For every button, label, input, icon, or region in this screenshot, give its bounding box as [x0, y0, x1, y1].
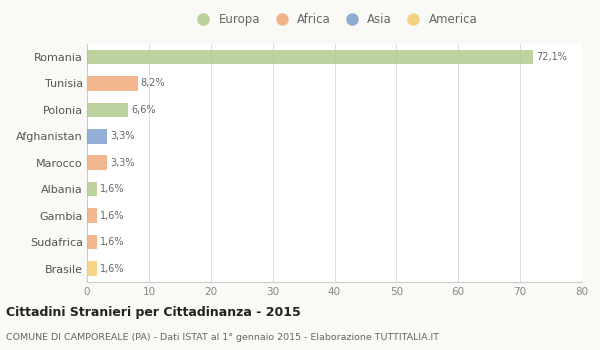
Bar — [87, 50, 533, 64]
Text: 1,6%: 1,6% — [100, 237, 124, 247]
Text: Cittadini Stranieri per Cittadinanza - 2015: Cittadini Stranieri per Cittadinanza - 2… — [6, 306, 301, 319]
Legend: Europa, Africa, Asia, America: Europa, Africa, Asia, America — [187, 8, 482, 30]
Bar — [87, 76, 138, 91]
Text: 3,3%: 3,3% — [110, 158, 135, 168]
Bar — [87, 155, 107, 170]
Text: 6,6%: 6,6% — [131, 105, 155, 115]
Text: 1,6%: 1,6% — [100, 264, 124, 274]
Text: COMUNE DI CAMPOREALE (PA) - Dati ISTAT al 1° gennaio 2015 - Elaborazione TUTTITA: COMUNE DI CAMPOREALE (PA) - Dati ISTAT a… — [6, 333, 439, 342]
Bar — [87, 103, 128, 117]
Text: 72,1%: 72,1% — [536, 52, 567, 62]
Bar — [87, 208, 97, 223]
Bar — [87, 261, 97, 276]
Bar — [87, 235, 97, 249]
Bar — [87, 129, 107, 144]
Text: 8,2%: 8,2% — [141, 78, 166, 89]
Text: 1,6%: 1,6% — [100, 211, 124, 220]
Text: 1,6%: 1,6% — [100, 184, 124, 194]
Bar — [87, 182, 97, 196]
Text: 3,3%: 3,3% — [110, 131, 135, 141]
